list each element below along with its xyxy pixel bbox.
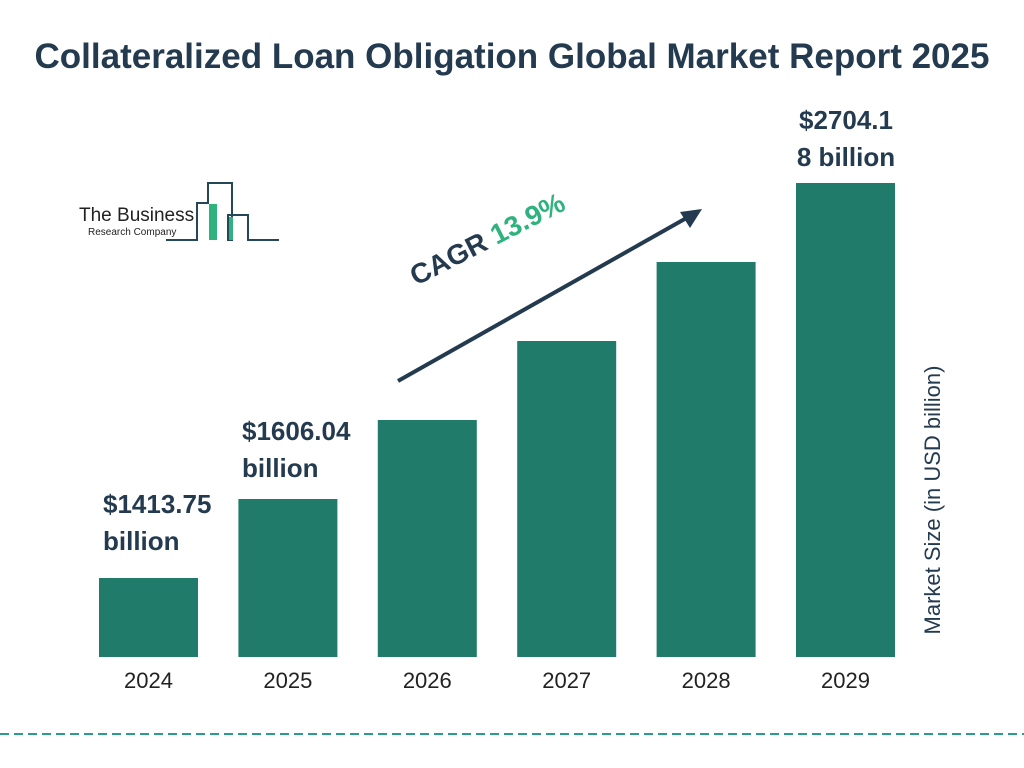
x-tick-label: 2029 xyxy=(821,668,870,693)
bar-2028 xyxy=(656,262,756,657)
logo-icon xyxy=(166,182,279,241)
logo-subtext: Research Company xyxy=(88,227,177,238)
bar-2024 xyxy=(99,578,198,657)
x-tick-label: 2027 xyxy=(542,668,591,693)
x-tick-label: 2024 xyxy=(124,668,173,693)
cagr-arrow xyxy=(397,214,691,383)
logo-text: The Business xyxy=(79,205,195,226)
x-tick-label: 2026 xyxy=(403,668,452,693)
bar-2025 xyxy=(238,499,338,657)
data-label-2025: $1606.04 billion xyxy=(242,416,351,483)
x-tick-label: 2025 xyxy=(263,668,312,693)
bar-2027 xyxy=(517,341,617,657)
bar-2029 xyxy=(796,183,895,657)
chart-title: Collateralized Loan Obligation Global Ma… xyxy=(34,37,990,76)
data-label-2024: $1413.75 billion xyxy=(103,489,212,556)
data-label-2029: $2704.1 8 billion xyxy=(796,105,896,172)
bar-2026 xyxy=(377,420,477,657)
y-axis-label: Market Size (in USD billion) xyxy=(920,365,945,635)
x-tick-label: 2028 xyxy=(682,668,731,693)
cagr-arrow-head xyxy=(680,209,702,228)
